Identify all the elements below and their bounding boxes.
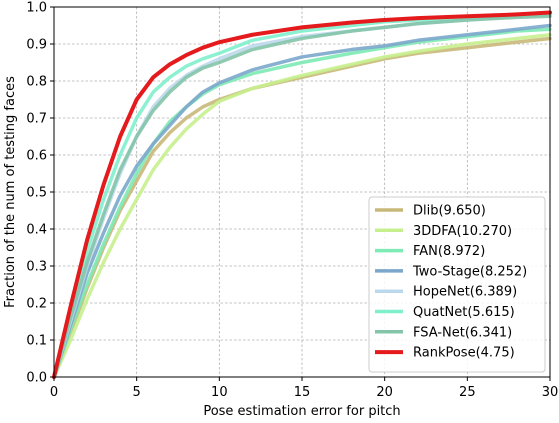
y-tick-label: 1.0 <box>26 1 47 16</box>
x-axis-label: Pose estimation error for pitch <box>203 404 400 419</box>
y-tick-label: 0.1 <box>26 334 47 349</box>
x-tick-label: 10 <box>211 385 228 400</box>
axis-ticks: 0 5 10 15 20 25 30 0.0 0.1 0.2 0.3 0.4 0.5 0.6 0.7 0.8 0… <box>26 1 558 401</box>
y-tick-label: 0.5 <box>26 186 47 201</box>
x-tick-label: 0 <box>50 385 58 400</box>
legend-label: HopeNet(6.389) <box>413 285 517 300</box>
legend-label: RankPose(4.75) <box>413 346 515 361</box>
y-tick-label: 0.9 <box>26 38 47 53</box>
legend-label: FAN(8.972) <box>413 244 485 259</box>
y-tick-label: 0.8 <box>26 75 47 90</box>
x-tick-label: 20 <box>376 385 393 400</box>
legend-box <box>368 196 546 373</box>
y-tick-label: 0.4 <box>26 223 47 238</box>
series-line-rankpose <box>52 10 552 379</box>
legend-label: FSA-Net(6.341) <box>413 325 512 340</box>
series-line-two-stage <box>52 23 552 379</box>
x-tick-label: 5 <box>133 385 141 400</box>
series-line-3ddfa <box>52 33 552 379</box>
x-tick-label: 25 <box>459 385 476 400</box>
x-tick-label: 30 <box>542 385 559 400</box>
y-tick-label: 0.7 <box>26 112 47 127</box>
legend-label: Dlib(9.650) <box>413 204 486 219</box>
series-lines <box>52 10 552 379</box>
y-tick-label: 0.2 <box>26 297 47 312</box>
legend-label: QuatNet(5.615) <box>413 305 515 320</box>
x-tick-label: 15 <box>294 385 311 400</box>
series-line-fsa-net <box>52 14 552 379</box>
y-tick-label: 0.0 <box>26 371 47 386</box>
y-tick-label: 0.6 <box>26 149 47 164</box>
y-axis-label: Fraction of the num of testing faces <box>3 76 18 308</box>
y-tick-label: 0.3 <box>26 260 47 275</box>
legend-label: 3DDFA(10.270) <box>413 224 512 239</box>
legend-label: Two-Stage(8.252) <box>412 264 527 279</box>
legend: Dlib(9.650) 3DDFA(10.270) FAN(8.972) Two-St… <box>368 196 546 373</box>
